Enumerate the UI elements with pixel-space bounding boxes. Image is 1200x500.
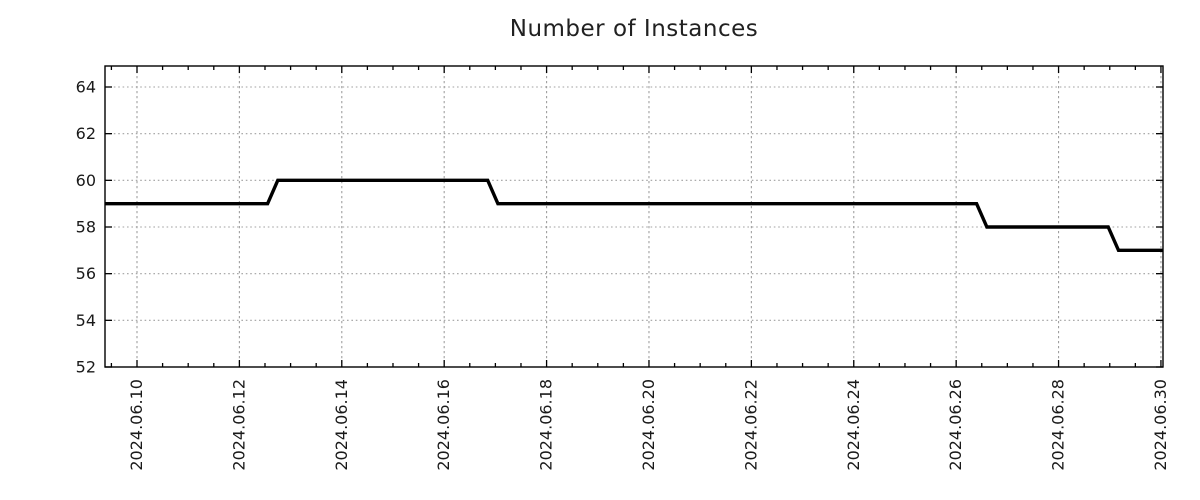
x-tick-label: 2024.06.26	[946, 379, 965, 471]
x-tick-label: 2024.06.30	[1151, 379, 1170, 471]
y-tick-label: 62	[76, 124, 96, 143]
y-tick-label: 60	[76, 171, 96, 190]
x-tick-label: 2024.06.12	[229, 379, 248, 471]
y-tick-label: 58	[76, 218, 96, 237]
y-tick-label: 52	[76, 358, 96, 377]
x-tick-label: 2024.06.18	[537, 379, 556, 471]
x-tick-label: 2024.06.28	[1049, 379, 1068, 471]
data-line	[105, 178, 1163, 253]
x-tick-label: 2024.06.10	[127, 379, 146, 471]
chart-title: Number of Instances	[509, 16, 759, 42]
x-tick-label: 2024.06.22	[741, 379, 760, 471]
y-tick-label: 54	[76, 311, 96, 330]
x-tick-label: 2024.06.14	[332, 379, 351, 471]
x-tick-label: 2024.06.16	[434, 379, 453, 471]
y-tick-label: 56	[76, 264, 96, 283]
x-tick-label: 2024.06.24	[844, 379, 863, 471]
y-tick-label: 64	[76, 78, 96, 97]
plot-border	[104, 65, 1164, 368]
x-tick-label: 2024.06.20	[639, 379, 658, 471]
